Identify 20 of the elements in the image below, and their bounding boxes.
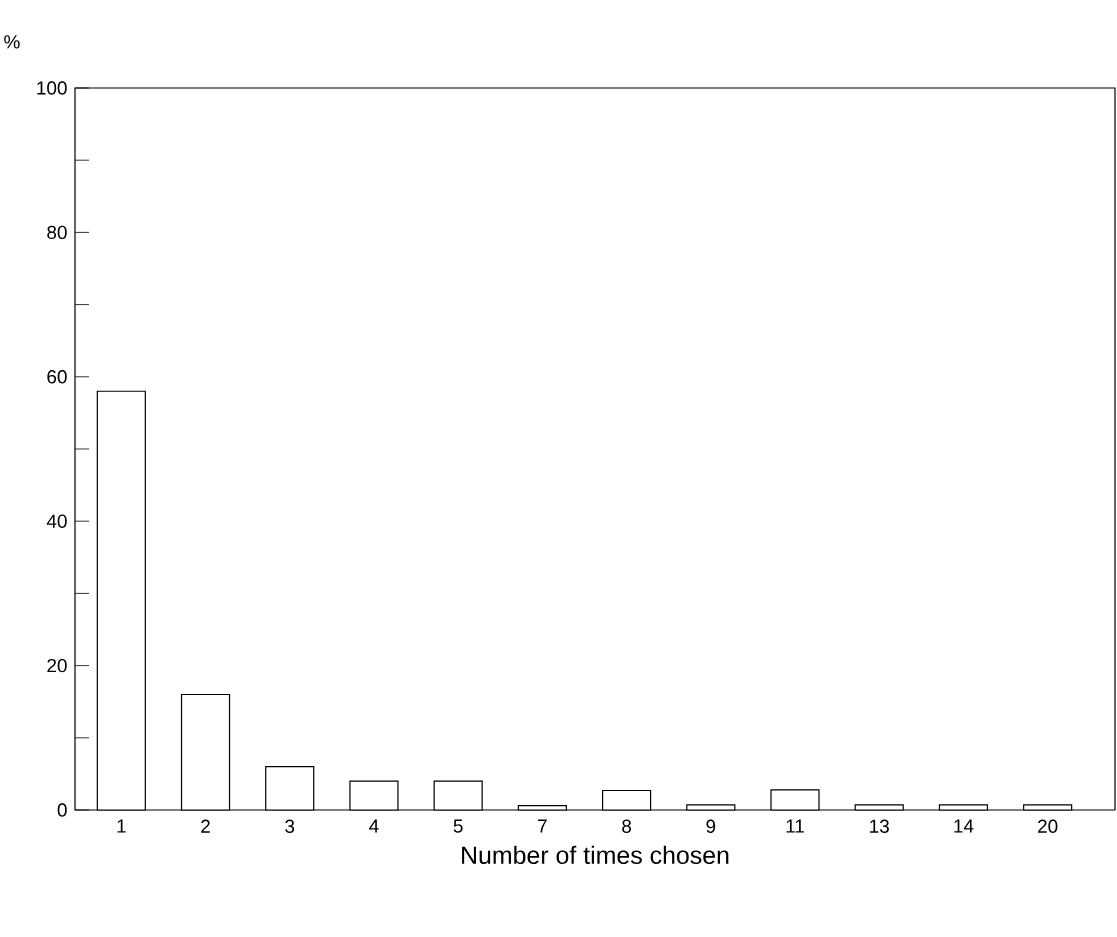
x-axis-title: Number of times chosen bbox=[462, 845, 729, 865]
x-tick-label: 4 bbox=[369, 819, 379, 833]
x-tick-label: 2 bbox=[201, 819, 210, 833]
x-tick-label: 9 bbox=[706, 819, 716, 833]
x-tick-label: 5 bbox=[453, 819, 463, 833]
y-tick-label: 80 bbox=[47, 225, 67, 240]
y-axis-title: % bbox=[4, 35, 20, 49]
x-tick-label: 1 bbox=[117, 819, 126, 833]
x-tick-label: 11 bbox=[786, 819, 804, 833]
x-tick-label: 13 bbox=[870, 819, 889, 833]
y-tick-label: 0 bbox=[57, 803, 67, 817]
x-tick-label: 7 bbox=[538, 819, 547, 833]
y-tick-label: 100 bbox=[37, 81, 67, 95]
x-tick-label: 3 bbox=[285, 819, 295, 833]
x-tick-label: 20 bbox=[1038, 819, 1058, 833]
y-tick-label: 40 bbox=[46, 514, 67, 528]
x-tick-label: 8 bbox=[622, 819, 632, 833]
y-tick-label: 60 bbox=[47, 370, 67, 384]
y-tick-label: 20 bbox=[47, 658, 67, 673]
x-tick-label: 14 bbox=[954, 819, 974, 833]
